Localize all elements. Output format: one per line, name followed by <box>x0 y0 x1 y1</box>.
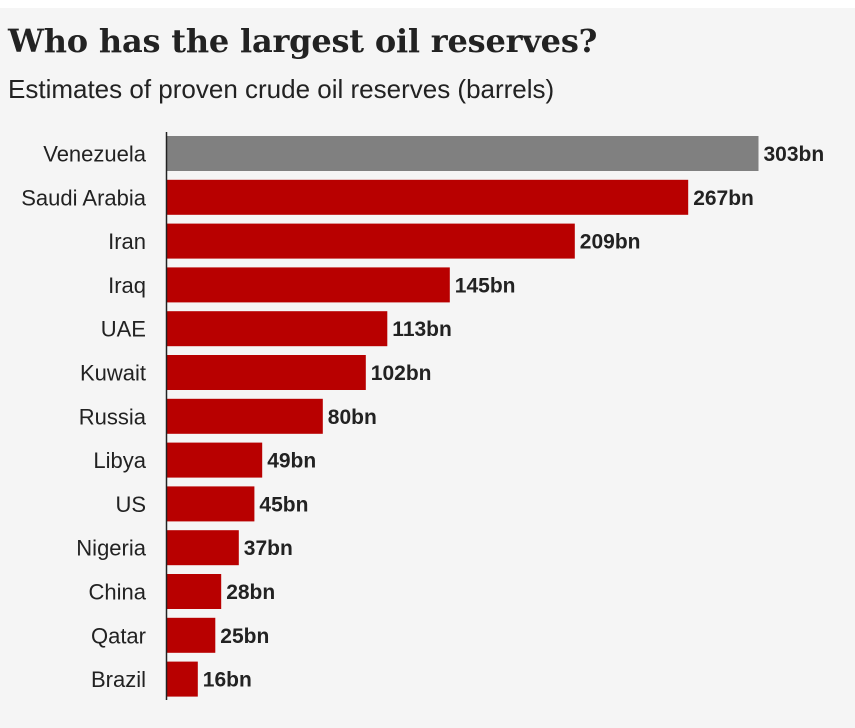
value-label: 80bn <box>328 406 377 429</box>
chart-panel: Who has the largest oil reserves? Estima… <box>0 8 855 728</box>
bar-iraq <box>166 267 450 303</box>
value-label: 28bn <box>226 581 275 604</box>
bar-venezuela <box>166 136 759 171</box>
category-label: Libya <box>93 448 146 473</box>
category-label: China <box>89 580 147 605</box>
category-label: Saudi Arabia <box>21 185 147 210</box>
value-label: 25bn <box>220 625 269 648</box>
bar-kuwait <box>166 355 366 390</box>
category-label: Nigeria <box>76 536 146 561</box>
value-label: 37bn <box>244 537 293 560</box>
bar-russia <box>166 398 323 434</box>
value-label: 113bn <box>392 318 452 341</box>
bar-uae <box>166 311 388 347</box>
value-label: 303bn <box>764 143 825 166</box>
bar-qatar <box>166 617 216 653</box>
bar-chart: Venezuela 303bn Saudi Arabia 267bn Iran 209bn… <box>21 132 825 700</box>
value-label: 49bn <box>267 450 316 473</box>
category-label: UAE <box>101 317 146 342</box>
category-label: US <box>115 492 146 517</box>
bar-us <box>166 486 255 522</box>
bar-iran <box>166 223 575 259</box>
value-label: 16bn <box>203 669 252 692</box>
category-label: Iran <box>108 229 146 254</box>
category-label: Venezuela <box>43 142 147 167</box>
category-label: Brazil <box>91 667 146 692</box>
category-label: Iraq <box>108 273 146 298</box>
bar-libya <box>166 442 263 478</box>
value-label: 145bn <box>455 274 516 297</box>
bar-saudi-arabia <box>166 179 689 215</box>
bar-nigeria <box>166 530 239 566</box>
category-label: Qatar <box>91 623 146 648</box>
value-label: 267bn <box>693 187 754 210</box>
bar-brazil <box>166 661 198 697</box>
category-label: Russia <box>79 404 147 429</box>
chart-subtitle: Estimates of proven crude oil reserves (… <box>8 74 555 104</box>
value-label: 209bn <box>580 231 641 254</box>
chart-title: Who has the largest oil reserves? <box>8 22 598 60</box>
category-label: Kuwait <box>80 361 146 386</box>
value-label: 45bn <box>259 493 308 516</box>
bar-china <box>166 574 222 609</box>
value-label: 102bn <box>371 362 432 385</box>
